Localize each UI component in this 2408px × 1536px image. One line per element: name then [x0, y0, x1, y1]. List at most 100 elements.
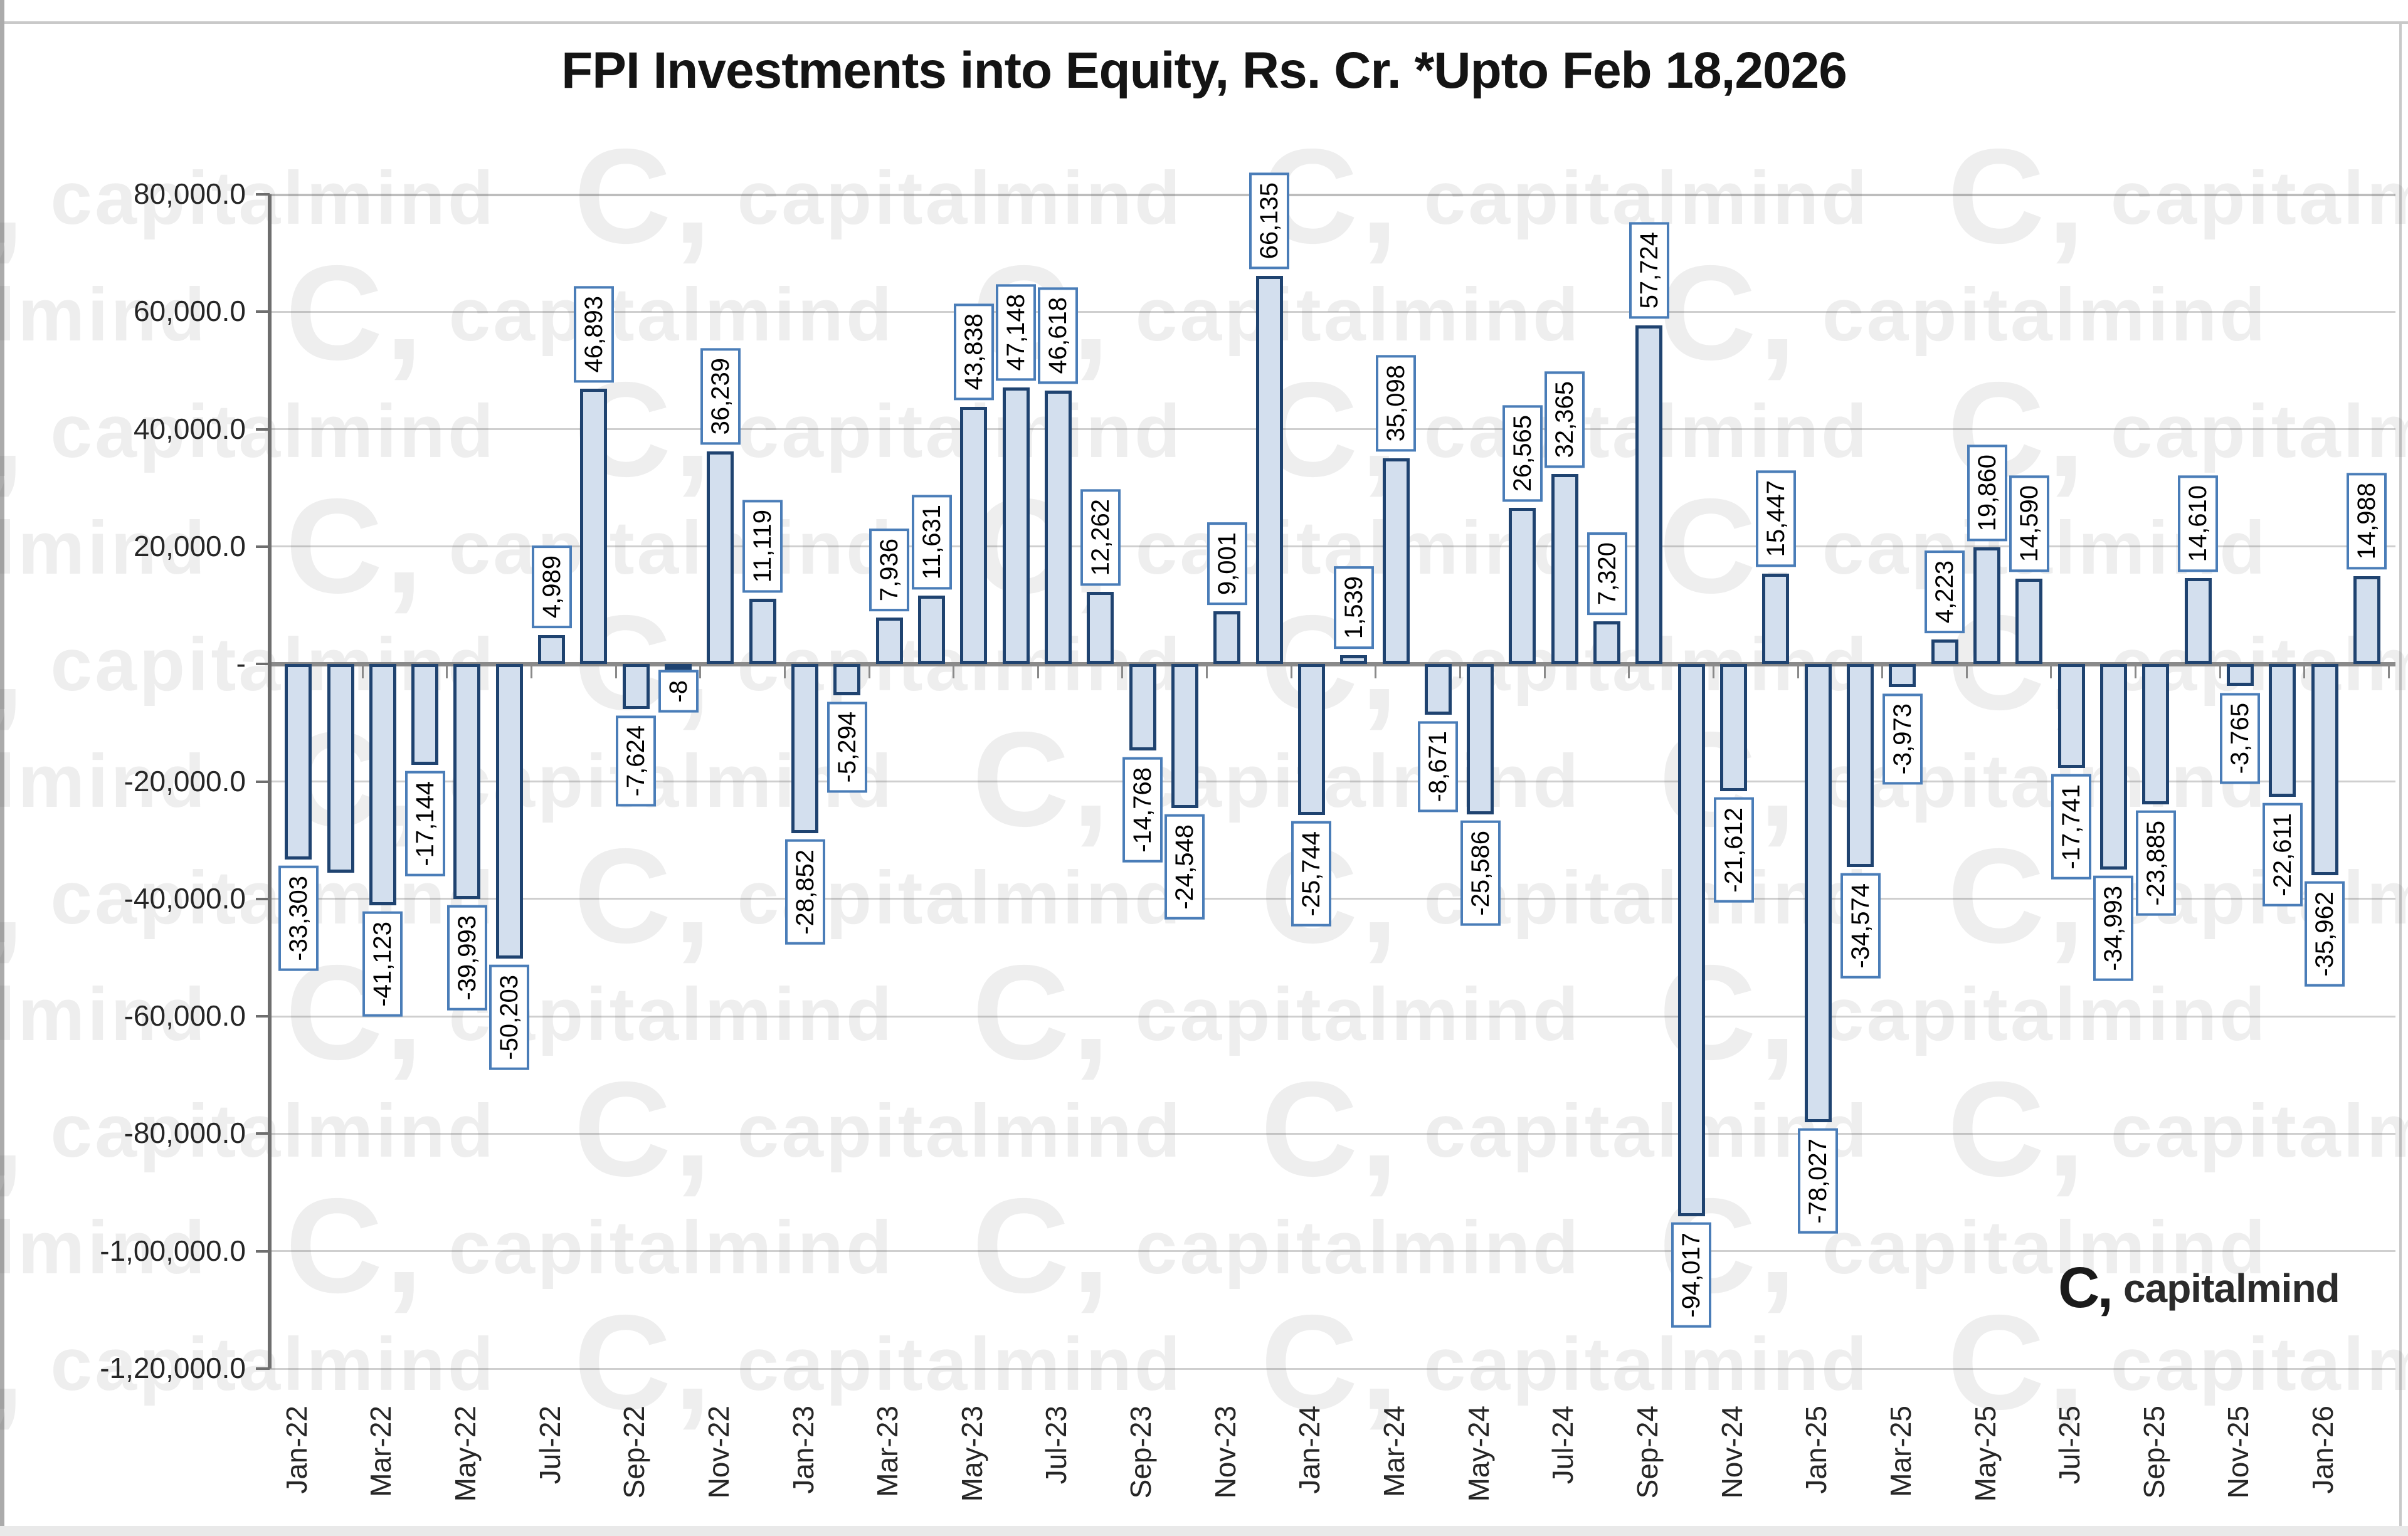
- watermark-logo-icon: C,: [574, 1286, 714, 1438]
- y-axis-tick: [256, 1249, 270, 1253]
- watermark-text: capitalmind: [1798, 1206, 2346, 1290]
- x-axis-label: Sep-24: [1630, 1406, 1664, 1499]
- x-axis-label: Mar-22: [364, 1406, 398, 1497]
- data-label-Jan-25: -78,027: [1798, 1128, 1839, 1234]
- watermark-text: capitalmind: [425, 1206, 973, 1290]
- y-axis-label: -: [236, 647, 246, 680]
- x-axis-label: Jan-24: [1293, 1406, 1326, 1494]
- y-axis-label: -40,000.0: [124, 881, 246, 915]
- watermark-logo-icon: C,: [972, 937, 1112, 1088]
- bar-Jul-24: [1551, 474, 1578, 665]
- watermark-text: capitalmind: [425, 506, 973, 590]
- bar-Oct-24: [1677, 664, 1705, 1216]
- bar-Jan-25: [1804, 664, 1832, 1122]
- watermark-text: capitalmind: [1400, 389, 1948, 473]
- y-axis-tick: [256, 897, 270, 900]
- y-axis-tick: [256, 428, 270, 431]
- watermark-row: C, capitalmind C, capitalmind C, capital…: [0, 1061, 2408, 1196]
- watermark-logo-icon: C,: [0, 1286, 27, 1438]
- data-label-Oct-25: 14,610: [2178, 475, 2219, 572]
- x-axis-tick: [2050, 666, 2052, 679]
- data-label-Dec-23: 66,135: [1249, 172, 1289, 270]
- watermark-text: capitalmind: [1798, 506, 2346, 590]
- bar-Sep-24: [1635, 325, 1663, 665]
- y-axis-label: -1,00,000.0: [100, 1234, 246, 1267]
- x-axis-label: Mar-23: [871, 1406, 904, 1497]
- data-label-Sep-22: -7,624: [616, 715, 657, 807]
- data-label-Mar-25: -3,973: [1882, 693, 1923, 785]
- watermark-text: capitalmind: [27, 1322, 574, 1406]
- y-axis-tick: [256, 780, 270, 783]
- watermark-text: capitalmind: [1798, 273, 2346, 357]
- x-axis-label: Nov-23: [1208, 1406, 1242, 1499]
- y-axis-tick: [256, 545, 270, 548]
- x-axis-label: Jul-24: [1546, 1406, 1580, 1485]
- x-axis-label: Nov-22: [702, 1406, 735, 1499]
- x-axis-tick: [1375, 666, 1377, 679]
- gridline: [270, 781, 2395, 782]
- bar-Nov-23: [1213, 611, 1241, 665]
- watermark-text: capitalmind: [0, 972, 208, 1056]
- bar-Dec-22: [749, 599, 776, 665]
- watermark-text: capitalmind: [1112, 273, 1659, 357]
- watermark-row: C, capitalmind C, capitalmind C, capital…: [0, 945, 2346, 1080]
- x-axis-zero-line: [270, 662, 2395, 667]
- bar-Jan-26: [2311, 664, 2338, 875]
- watermark-logo-icon: C,: [285, 237, 426, 388]
- x-axis-tick: [1037, 666, 1039, 679]
- window-border-right: [2399, 23, 2402, 1527]
- bar-Aug-25: [2099, 664, 2127, 870]
- gridline: [270, 898, 2395, 900]
- watermark-logo-icon: C,: [574, 820, 714, 971]
- window-border-top: [0, 21, 2408, 24]
- bar-Apr-25: [1931, 639, 1958, 665]
- bar-Apr-24: [1424, 664, 1452, 715]
- data-label-Aug-22: 46,893: [573, 285, 614, 382]
- bar-Dec-23: [1255, 275, 1283, 665]
- data-label-Jun-25: 14,590: [2009, 475, 2049, 572]
- x-axis-label: May-23: [955, 1406, 988, 1502]
- data-label-Jul-22: 4,989: [531, 545, 572, 629]
- watermark-logo-icon: C,: [0, 1053, 27, 1204]
- x-axis-tick: [1965, 666, 1968, 679]
- window-border-left: [0, 0, 4, 1536]
- gridline: [270, 1132, 2395, 1135]
- capitalmind-logo: C, capitalmind: [2058, 1255, 2340, 1321]
- data-label-Oct-23: -24,548: [1164, 814, 1205, 920]
- x-axis-tick: [2135, 666, 2137, 679]
- x-axis-label: Jul-22: [533, 1406, 566, 1485]
- watermark-text: capitalmind: [1400, 156, 1948, 240]
- bar-Jan-24: [1297, 664, 1325, 816]
- y-axis-label: -80,000.0: [124, 1117, 246, 1150]
- data-label-May-25: 19,860: [1967, 444, 2007, 542]
- data-label-Sep-23: -14,768: [1122, 757, 1163, 863]
- bar-Feb-24: [1340, 655, 1368, 665]
- x-axis-label: Sep-23: [1124, 1406, 1158, 1499]
- y-axis-label: -1,20,000.0: [100, 1352, 246, 1384]
- x-axis-label: Jul-23: [1040, 1406, 1073, 1485]
- bar-Jan-23: [791, 664, 818, 834]
- bar-Feb-22: [327, 664, 354, 873]
- bar-Jun-23: [1002, 387, 1030, 665]
- watermark-row: C, capitalmind C, capitalmind C, capital…: [0, 245, 2346, 380]
- data-label-Feb-25: -34,574: [1840, 873, 1881, 979]
- bar-Jun-25: [2015, 578, 2043, 665]
- watermark-logo-icon: C,: [1260, 1053, 1401, 1204]
- bar-Aug-24: [1593, 621, 1621, 665]
- data-label-Jan-23: -28,852: [784, 839, 825, 945]
- bar-Sep-25: [2142, 664, 2170, 804]
- watermark-logo-icon: C,: [972, 703, 1112, 855]
- capitalmind-logo-text: capitalmind: [2123, 1265, 2340, 1311]
- bar-Oct-25: [2184, 578, 2212, 665]
- watermark-text: capitalmind: [714, 156, 1261, 240]
- x-axis-tick: [699, 666, 702, 679]
- gridline: [270, 1015, 2395, 1018]
- y-axis-tick: [256, 310, 270, 313]
- bar-Mar-23: [875, 617, 903, 665]
- bar-Jun-22: [495, 664, 523, 959]
- x-axis-tick: [1712, 666, 1714, 679]
- data-label-May-24: -25,586: [1460, 820, 1501, 926]
- watermark-logo-icon: C,: [285, 470, 426, 621]
- x-axis-tick: [1797, 666, 1799, 679]
